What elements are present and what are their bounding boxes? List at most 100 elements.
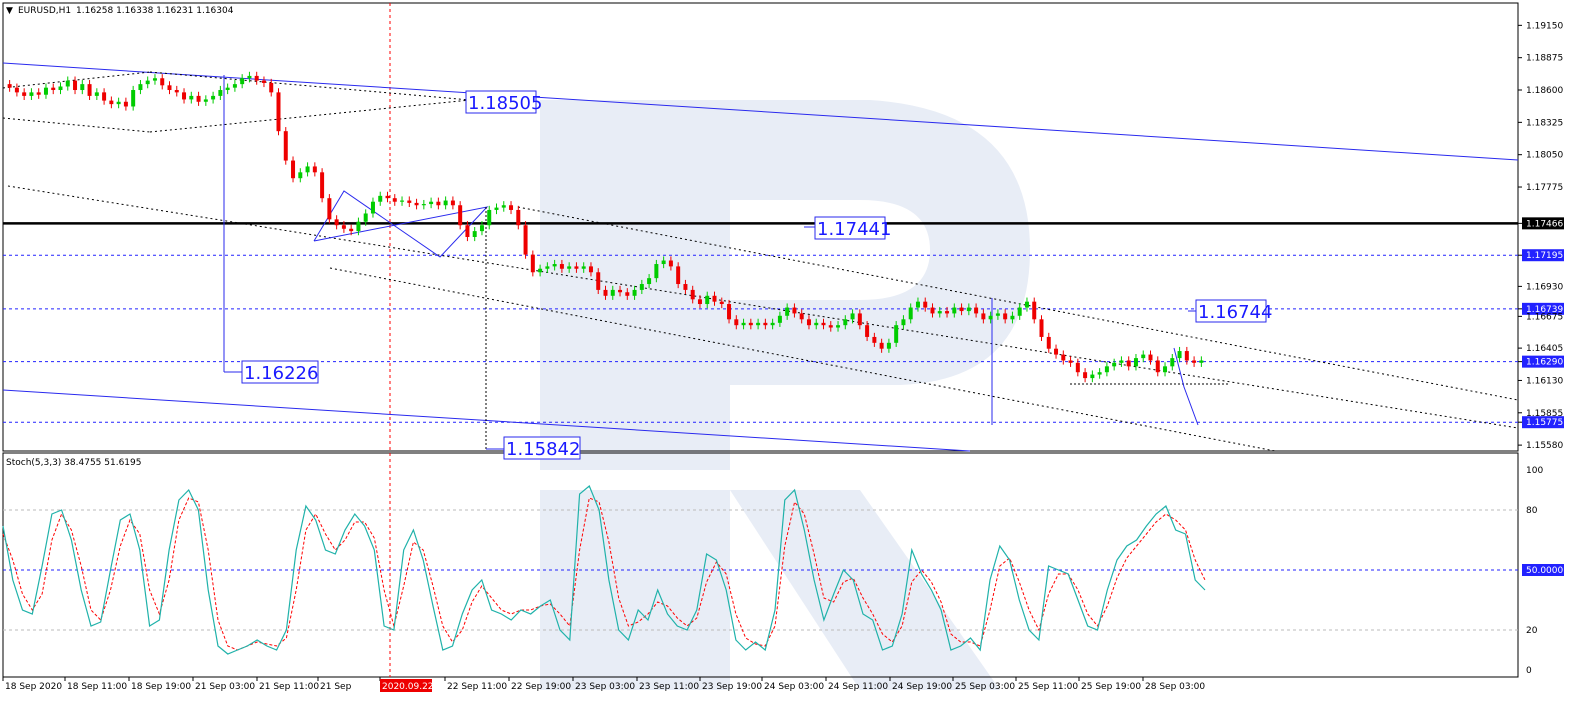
trend-lines (2, 62, 1519, 452)
candle-bear (312, 166, 317, 173)
candle-bear (712, 295, 717, 302)
candle-bull (1024, 301, 1029, 308)
candle-bull (152, 78, 157, 81)
candle-bear (763, 322, 768, 326)
candle-bull (218, 90, 223, 96)
candle-bear (1155, 360, 1160, 373)
candle-bull (632, 289, 637, 296)
candle-bear (14, 87, 19, 93)
candle-bear (748, 322, 753, 326)
price-tag-bg (1522, 249, 1564, 262)
candle-bull (908, 307, 913, 320)
candle-bear (865, 325, 870, 337)
candle-bull (363, 213, 368, 222)
candlesticks (7, 71, 1204, 383)
candle-bear (385, 195, 390, 199)
candle-bear (334, 219, 339, 226)
candle-bull (581, 266, 586, 269)
candle-bull (131, 90, 136, 107)
time-tick-label: 24 Sep 19:00 (892, 682, 952, 692)
candle-bull (1097, 372, 1102, 375)
candle-bear (559, 264, 564, 269)
candle-bull (116, 101, 121, 105)
annotation-label: 1.17441 (817, 219, 891, 240)
candle-bull (1017, 307, 1022, 316)
candle-bear (1083, 372, 1088, 379)
candle-bull (988, 315, 993, 320)
stoch-signal-line (2, 497, 1206, 651)
candle-bull (298, 172, 303, 179)
price-tick-label: 1.15855 (1526, 409, 1563, 419)
candle-bear (174, 90, 179, 93)
dotted-trend-7 (329, 267, 1276, 452)
candle-bear (974, 307, 979, 314)
candle-bull (43, 87, 48, 95)
candle-bull (1010, 315, 1015, 320)
candle-bear (22, 92, 27, 96)
time-tick-label: 21 Sep 03:00 (195, 682, 255, 692)
candle-bull (567, 266, 572, 269)
symbol-dropdown-icon[interactable]: ▼ (6, 6, 13, 16)
candle-bear (196, 95, 201, 102)
candle-bear (254, 75, 259, 81)
time-marker-label: 2020.09.22 04:00 (382, 682, 463, 692)
candle-bull (400, 200, 405, 202)
candle-bear (945, 311, 950, 314)
projection-line-4 (1173, 347, 1199, 426)
annotation-label: 1.18505 (468, 93, 542, 114)
candle-bear (51, 87, 56, 91)
candle-bull (145, 80, 150, 85)
candle-bull (886, 342, 891, 349)
candle-bull (836, 325, 841, 328)
candle-bull (1119, 360, 1124, 363)
candle-bear (465, 225, 470, 237)
candle-bull (225, 87, 230, 91)
candle-bull (494, 207, 499, 210)
candle-bull (741, 322, 746, 326)
candle-bear (349, 228, 354, 232)
candle-bear (458, 205, 463, 226)
time-tick-label: 24 Sep 11:00 (828, 682, 888, 692)
candle-bear (182, 92, 187, 100)
candle-bear (530, 254, 535, 273)
candle-bear (276, 92, 281, 132)
candle-bull (421, 204, 426, 206)
candle-bear (1046, 336, 1051, 349)
time-tick-label: 18 Sep 11:00 (67, 682, 127, 692)
price-tick-label: 1.15580 (1526, 441, 1563, 451)
price-axis: 1.19150 1.18875 1.18600 1.18325 1.18050 1.177… (1518, 21, 1564, 451)
osc-tick-label: 0 (1526, 666, 1532, 676)
annotation-1-16226: 1.16226 (224, 360, 319, 384)
candle-bear (828, 325, 833, 328)
candle-bear (683, 284, 688, 290)
candle-bull (785, 307, 790, 316)
candle-bear (734, 319, 739, 326)
price-tick-label: 1.16130 (1526, 376, 1563, 386)
time-axis: 18 Sep 2020 18 Sep 11:00 18 Sep 19:00 21 Se… (2, 677, 1205, 692)
candle-bull (94, 92, 99, 96)
candle-bear (509, 205, 514, 210)
price-tick-label: 1.17775 (1526, 183, 1563, 193)
candle-bull (211, 95, 216, 100)
time-tick-label: 21 Sep 11:00 (259, 682, 319, 692)
time-tick-label: 22 Sep 11:00 (447, 682, 507, 692)
candle-bear (523, 225, 528, 255)
candle-bear (1003, 313, 1008, 320)
candle-bull (1090, 374, 1095, 379)
annotation-1-15842: 1.15842 (486, 436, 581, 460)
candle-bear (821, 322, 826, 326)
annotation-1-17441: 1.17441 (804, 216, 891, 240)
candle-bear (1032, 301, 1037, 320)
candle-bear (109, 100, 114, 105)
stoch-main-line (2, 485, 1206, 655)
candle-bear (697, 299, 702, 305)
candle-bear (450, 200, 455, 206)
candle-bear (857, 313, 862, 326)
candle-bull (952, 307, 957, 314)
stochastic-oscillator: 100 80 50.0000 20 0 (2, 466, 1564, 676)
triangle-pattern (313, 190, 489, 258)
candle-bear (1039, 319, 1044, 337)
candle-bear (981, 313, 986, 320)
candle-bear (73, 80, 78, 91)
